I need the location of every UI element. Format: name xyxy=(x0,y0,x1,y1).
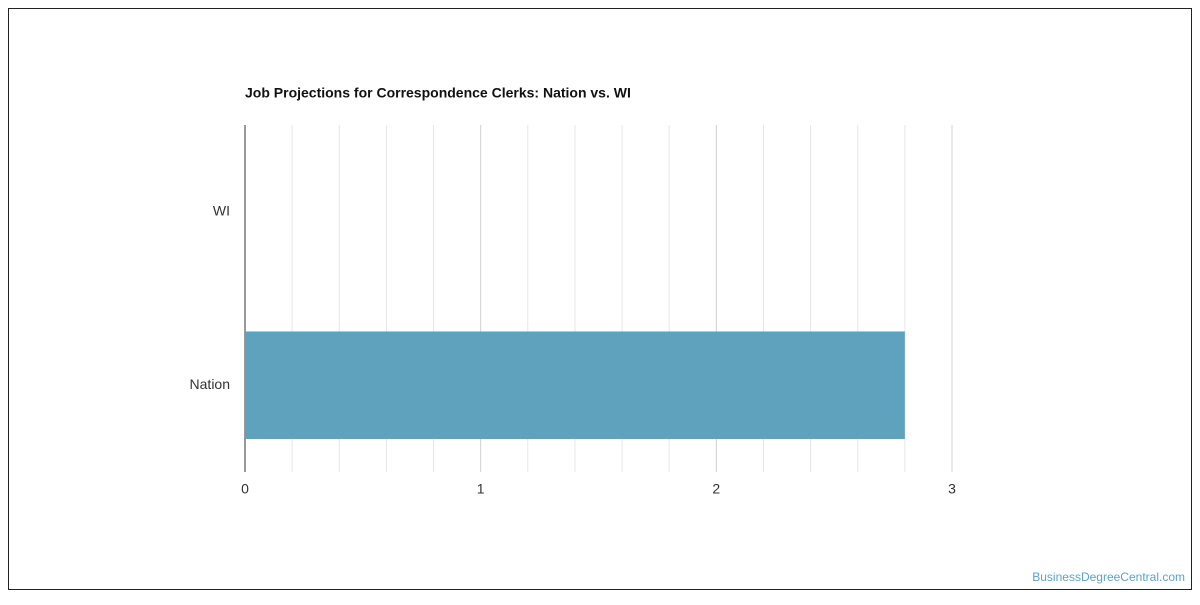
x-tick-label: 2 xyxy=(712,481,720,497)
y-tick-label: Nation xyxy=(190,376,230,392)
watermark[interactable]: BusinessDegreeCentral.com xyxy=(1032,570,1185,584)
x-tick-label: 1 xyxy=(477,481,485,497)
x-tick-label: 3 xyxy=(948,481,956,497)
chart-title: Job Projections for Correspondence Clerk… xyxy=(245,85,631,101)
bar xyxy=(245,331,905,440)
y-tick-label: WI xyxy=(213,202,230,218)
x-tick-label: 0 xyxy=(241,481,249,497)
frame xyxy=(8,8,1192,590)
